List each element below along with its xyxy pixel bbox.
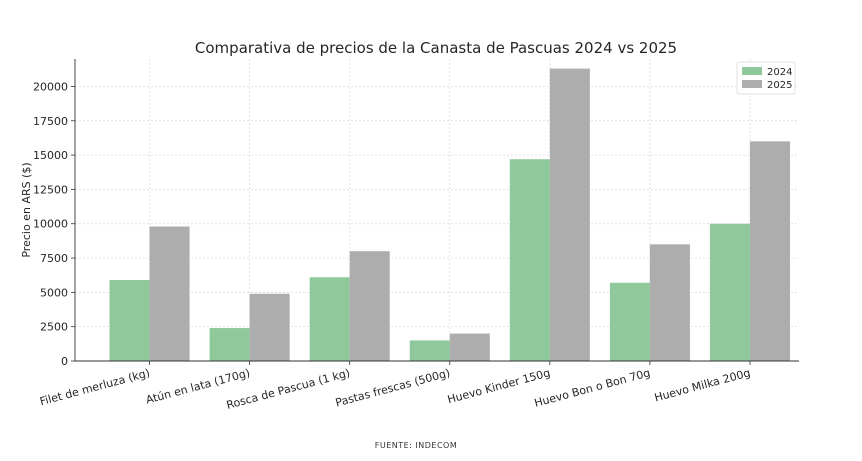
bar-2024-3 [409, 340, 450, 361]
bar-2024-2 [309, 277, 350, 361]
bar-2025-6 [749, 141, 790, 361]
y-tick-label: 10000 [33, 218, 68, 231]
y-axis-ticks: 0 2500 5000 7500 10000 12500 15000 17500 20000 [33, 80, 75, 368]
bar-2025-5 [649, 244, 690, 361]
bar-2025-4 [549, 68, 590, 361]
bar-2025-0 [149, 226, 190, 361]
y-tick-label: 12500 [33, 183, 68, 196]
bar-2025-1 [249, 293, 290, 361]
y-tick-label: 5000 [40, 286, 68, 299]
y-tick-label: 7500 [40, 252, 68, 265]
bar-2025-3 [449, 333, 490, 361]
x-tick-label: Huevo Bon o Bon 70g [533, 366, 652, 409]
source-note: FUENTE: INDECOM [375, 441, 458, 450]
bar-2024-4 [509, 159, 550, 361]
x-axis-ticks: Filet de merluza (kg)Atún en lata (170g)… [38, 361, 752, 412]
y-tick-label: 0 [61, 355, 68, 368]
chart-title: Comparativa de precios de la Canasta de … [195, 39, 677, 57]
y-tick-label: 17500 [33, 115, 68, 128]
y-axis-label: Precio en ARS ($) [20, 162, 33, 257]
axes [74, 59, 799, 362]
bar-2024-5 [609, 282, 650, 361]
legend: 2024 2025 [736, 61, 796, 95]
legend-label-2024: 2024 [767, 67, 792, 78]
bar-2024-6 [709, 223, 750, 361]
x-tick-label: Huevo Milka 200g [653, 366, 752, 404]
legend-label-2025: 2025 [767, 80, 792, 91]
gridlines [75, 59, 799, 362]
bar-2025-2 [349, 251, 390, 361]
y-tick-label: 20000 [33, 80, 68, 93]
bars [109, 68, 790, 361]
x-tick-label: Filet de merluza (kg) [38, 366, 151, 408]
legend-swatch-2024 [742, 67, 762, 75]
bar-2024-0 [109, 280, 150, 361]
bar-2024-1 [209, 328, 250, 361]
y-tick-label: 15000 [33, 149, 68, 162]
y-tick-label: 2500 [40, 321, 68, 334]
legend-swatch-2025 [742, 80, 762, 88]
x-tick-label: Pastas frescas (500g) [334, 366, 451, 409]
